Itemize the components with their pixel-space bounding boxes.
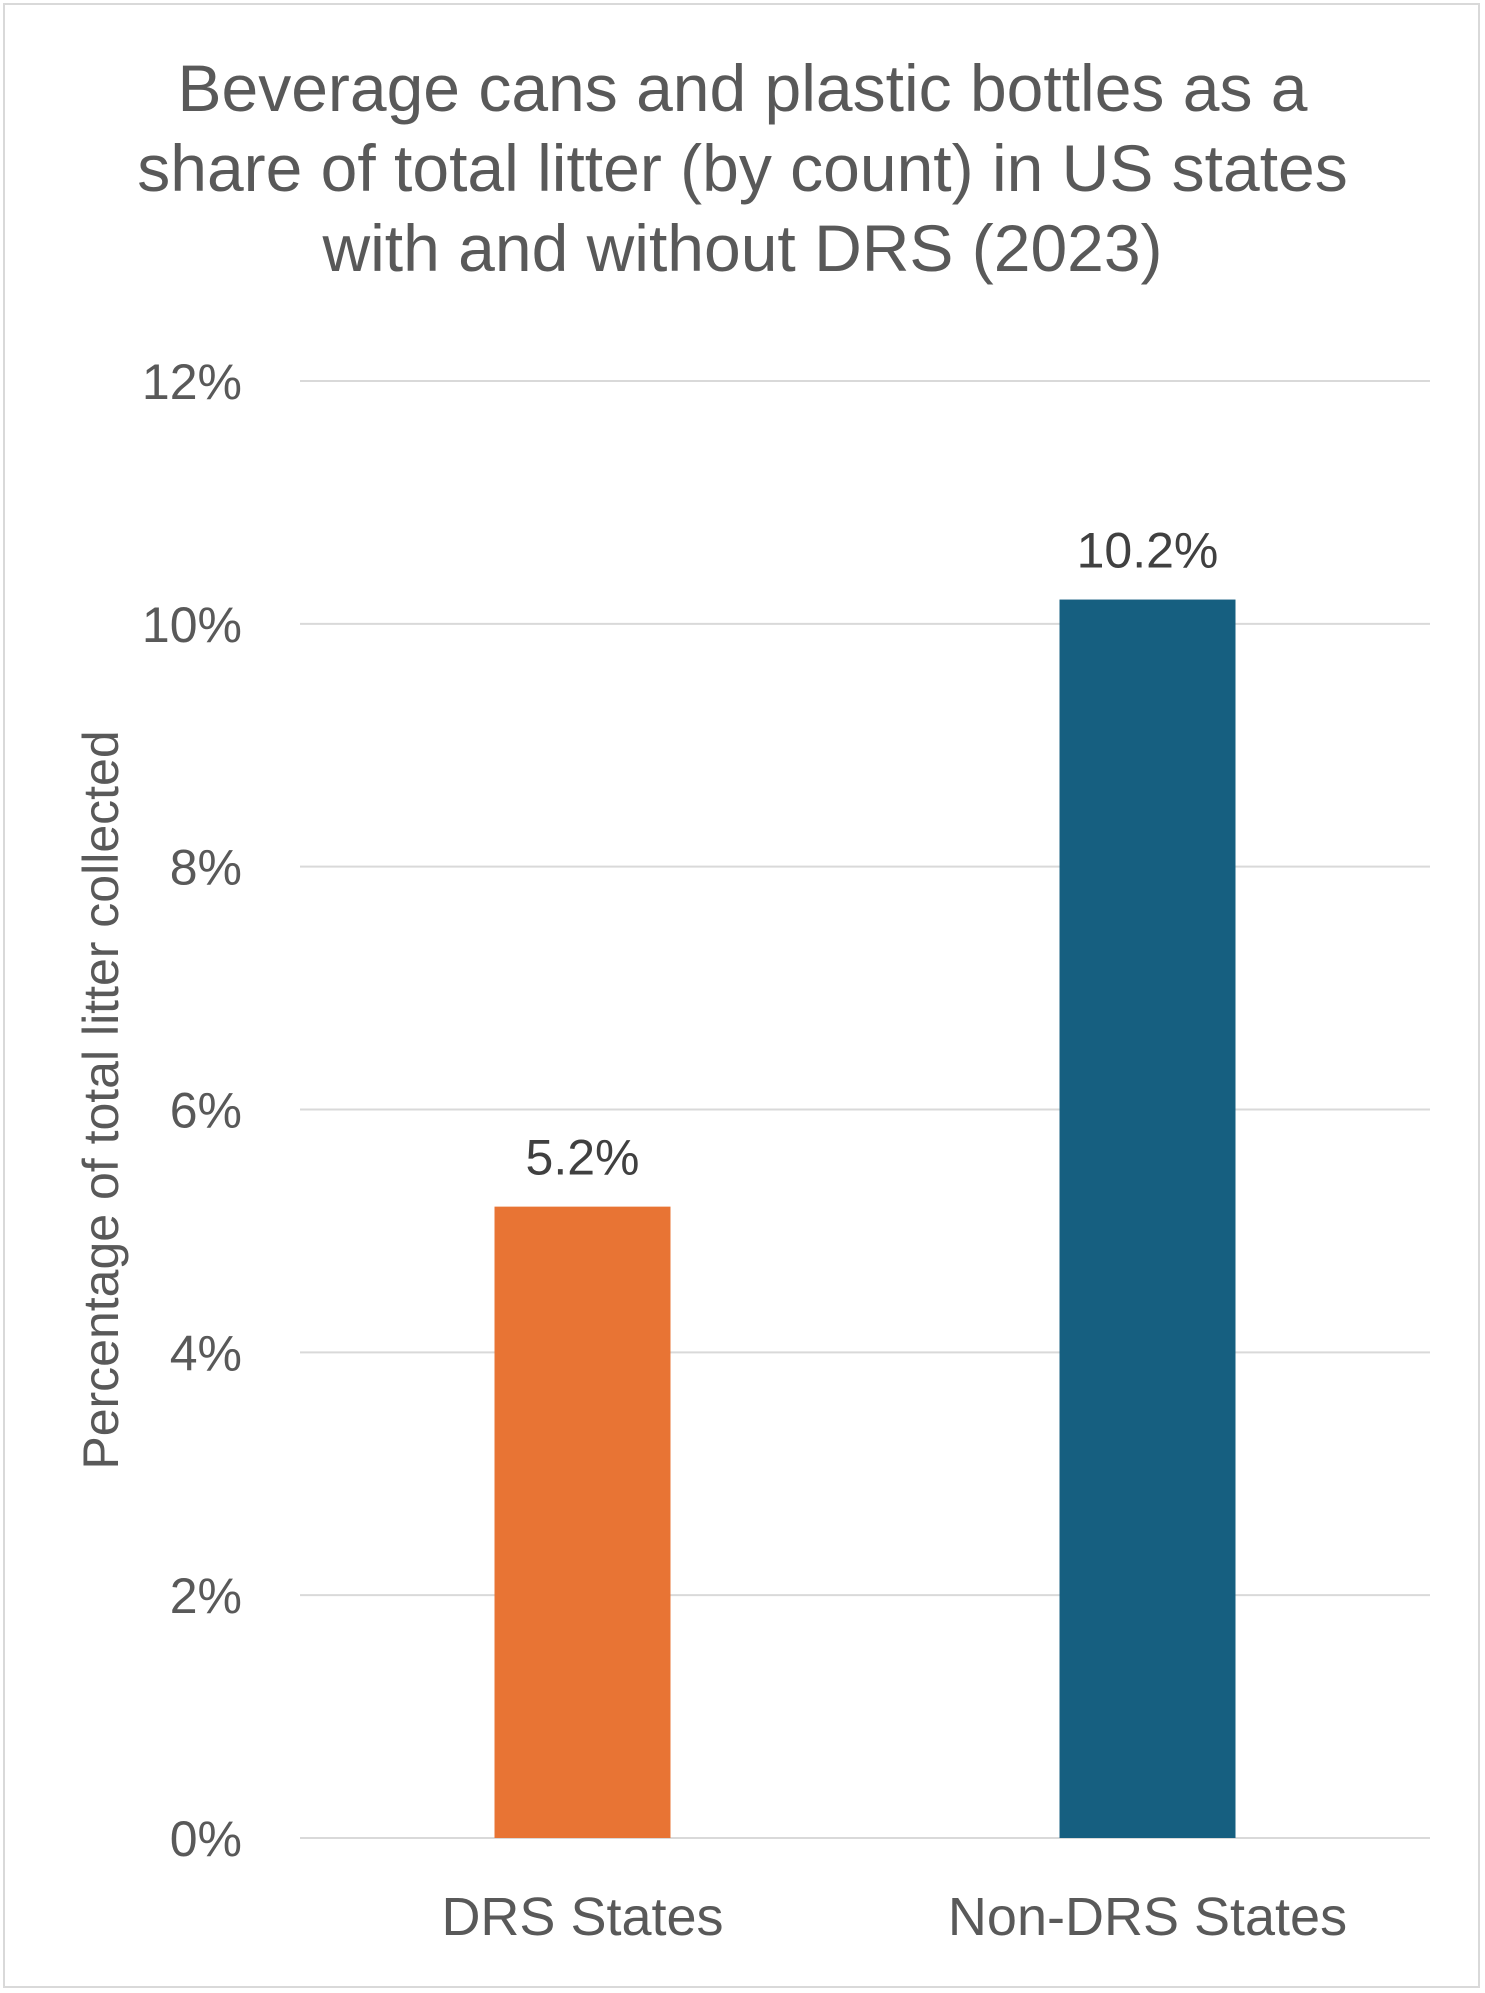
y-tick-label: 4% — [170, 1325, 242, 1381]
y-tick-label: 0% — [170, 1811, 242, 1867]
y-axis-ticks: 0% 2% 4% 6% 8% 10% 12% — [142, 354, 242, 1867]
x-axis-categories: DRS States Non-DRS States — [441, 1887, 1347, 1947]
data-label: 5.2% — [526, 1130, 640, 1186]
y-tick-label: 12% — [142, 354, 242, 410]
y-tick-label: 8% — [170, 840, 242, 896]
gridlines — [300, 380, 1430, 1839]
bar-drs-states — [494, 1206, 671, 1838]
y-tick-label: 2% — [170, 1568, 242, 1624]
y-tick-label: 6% — [170, 1083, 242, 1139]
x-category-label: DRS States — [441, 1887, 723, 1947]
y-axis-title: Percentage of total litter collected — [73, 730, 129, 1469]
bar-non-drs-states — [1059, 599, 1236, 1838]
data-labels: 5.2% 10.2% — [526, 523, 1219, 1186]
y-tick-label: 10% — [142, 597, 242, 653]
x-category-label: Non-DRS States — [948, 1887, 1347, 1947]
bars — [494, 599, 1236, 1838]
chart-title: Beverage cans and plastic bottles as a s… — [137, 51, 1348, 285]
data-label: 10.2% — [1077, 523, 1219, 579]
